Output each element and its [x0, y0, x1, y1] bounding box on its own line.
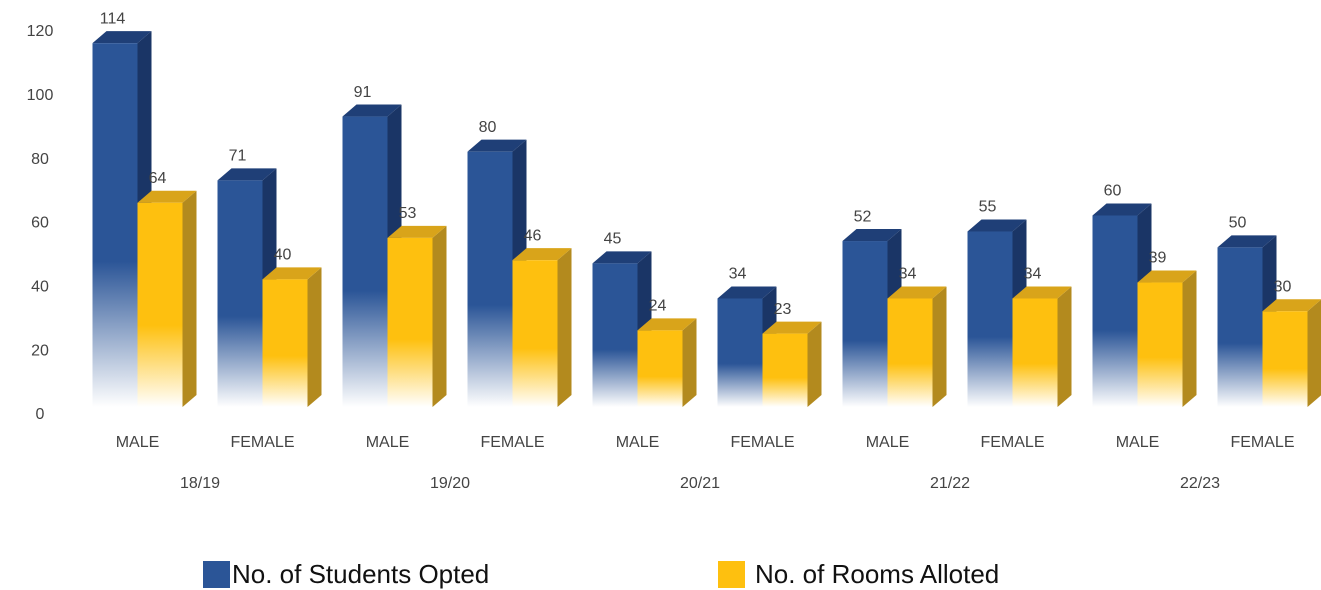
bar-top: [387, 225, 447, 238]
y-tick-label: 20: [31, 342, 49, 359]
value-label: 52: [854, 208, 872, 225]
x-tick-label: FEMALE: [480, 434, 544, 451]
bar-top: [512, 248, 572, 261]
value-label: 39: [1149, 250, 1167, 267]
bar-top: [887, 286, 947, 299]
group-label: 21/22: [930, 475, 970, 492]
value-label: 114: [100, 10, 126, 27]
y-tick-label: 120: [27, 23, 54, 40]
legend: No. of Students Opted No. of Rooms Allote…: [203, 559, 999, 589]
bar-top: [637, 318, 697, 331]
bar: [512, 260, 558, 407]
value-label: 30: [1274, 278, 1292, 295]
bar-top: [217, 168, 277, 181]
value-label: 40: [274, 247, 292, 264]
bar-top: [1262, 299, 1321, 312]
x-tick-label: MALE: [366, 434, 410, 451]
y-tick-label: 100: [27, 87, 54, 104]
value-label: 55: [979, 199, 997, 216]
bar-top: [137, 190, 197, 203]
x-tick-label: MALE: [616, 434, 660, 451]
value-label: 80: [479, 119, 497, 136]
group-label: 20/21: [680, 475, 720, 492]
bar: [92, 43, 138, 408]
legend-swatch: [203, 561, 230, 588]
value-label: 71: [229, 148, 247, 165]
bar: [467, 151, 513, 407]
legend-swatch: [718, 561, 745, 588]
value-label: 24: [649, 298, 667, 315]
value-label: 60: [1104, 183, 1122, 200]
x-tick-label: FEMALE: [230, 434, 294, 451]
y-tick-label: 80: [31, 151, 49, 168]
bar: [137, 202, 183, 407]
y-tick-label: 40: [31, 279, 49, 296]
bar-side: [307, 267, 322, 407]
x-tick-label: FEMALE: [1230, 434, 1294, 451]
bar-side: [682, 318, 697, 407]
bar-top: [717, 286, 777, 299]
bar-top: [842, 229, 902, 242]
legend-label: No. of Rooms Alloted: [755, 559, 999, 589]
bar: [592, 263, 638, 407]
value-label: 50: [1229, 215, 1247, 232]
x-tick-label: MALE: [866, 434, 910, 451]
bar-side: [432, 225, 447, 407]
bar: [342, 116, 388, 407]
value-label: 45: [604, 231, 622, 248]
x-tick-label: MALE: [116, 434, 160, 451]
bar-side: [557, 248, 572, 407]
x-tick-label: FEMALE: [730, 434, 794, 451]
bar-side: [1307, 299, 1321, 407]
bar: [967, 231, 1013, 407]
bar: [387, 237, 433, 407]
bar: [1092, 215, 1138, 407]
bar-top: [762, 321, 822, 334]
legend-label: No. of Students Opted: [232, 559, 489, 589]
bar: [762, 333, 808, 407]
bar: [717, 298, 763, 407]
y-tick-label: 60: [31, 215, 49, 232]
bar-top: [92, 31, 152, 44]
value-label: 53: [399, 205, 417, 222]
bar: [842, 241, 888, 407]
bar-top: [967, 219, 1027, 232]
value-label: 34: [1024, 266, 1042, 283]
bar-top: [467, 139, 527, 152]
bar-top: [262, 267, 322, 280]
value-label: 34: [899, 266, 917, 283]
group-label: 22/23: [1180, 475, 1220, 492]
bar-side: [1057, 286, 1072, 407]
group-label: 18/19: [180, 475, 220, 492]
bar-top: [1137, 270, 1197, 283]
bar: [262, 279, 308, 407]
bar-top: [592, 251, 652, 264]
bar: [1217, 247, 1263, 407]
bar: [637, 330, 683, 407]
bar: [1137, 282, 1183, 407]
bar: [887, 298, 933, 407]
value-label: 34: [729, 266, 747, 283]
bar-side: [807, 321, 822, 407]
value-label: 46: [524, 227, 542, 244]
bar: [1262, 311, 1308, 407]
value-label: 64: [149, 170, 167, 187]
bar-side: [1182, 270, 1197, 407]
bar: [217, 180, 263, 407]
bar-top: [1012, 286, 1072, 299]
bar-top: [342, 104, 402, 117]
bar-top: [1092, 203, 1152, 216]
group-label: 19/20: [430, 475, 470, 492]
bar-top: [1217, 235, 1277, 248]
bar-side: [932, 286, 947, 407]
bar-side: [182, 190, 197, 407]
value-label: 91: [354, 84, 372, 101]
value-label: 23: [774, 301, 792, 318]
x-tick-label: MALE: [1116, 434, 1160, 451]
bar: [1012, 298, 1058, 407]
x-tick-label: FEMALE: [980, 434, 1044, 451]
y-tick-label: 0: [36, 406, 45, 423]
